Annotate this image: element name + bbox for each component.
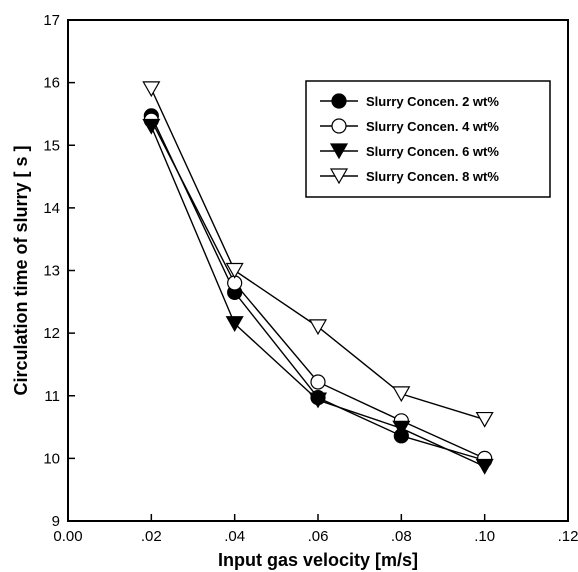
y-tick-label: 13: [43, 263, 60, 280]
x-tick-label: .02: [141, 528, 162, 545]
y-axis-ticks: 9 10 11 12 13 14 15 16 17: [43, 12, 75, 530]
legend-marker: [331, 118, 347, 134]
y-tick-label: 16: [43, 75, 60, 92]
legend-entry: Slurry Concen. 2 wt%: [320, 93, 499, 109]
data-point-series-4: [475, 411, 494, 428]
data-point-series-4: [308, 319, 328, 336]
y-tick-label: 11: [44, 388, 60, 405]
x-axis-ticks: 0.00 .02 .04 .06 .08 .10 .12: [53, 514, 578, 545]
legend-label: Slurry Concen. 6 wt%: [366, 144, 499, 159]
legend-marker: [329, 143, 349, 160]
data-point-series-3: [308, 392, 328, 409]
x-tick-label: .08: [391, 528, 412, 545]
legend-entry: Slurry Concen. 8 wt%: [320, 168, 499, 185]
legend-entry: Slurry Concen. 6 wt%: [320, 143, 499, 160]
legend-entry: Slurry Concen. 4 wt%: [320, 118, 499, 134]
y-axis-title: Circulation time of slurry [ s ]: [11, 145, 31, 395]
y-tick-label: 17: [43, 12, 60, 29]
y-tick-label: 15: [43, 137, 60, 154]
legend-label: Slurry Concen. 4 wt%: [366, 119, 499, 134]
data-point-series-4: [392, 386, 411, 403]
y-tick-label: 9: [52, 513, 60, 530]
legend-label: Slurry Concen. 2 wt%: [366, 94, 499, 109]
data-point-series-3: [225, 316, 244, 332]
data-point-series-4: [225, 262, 244, 279]
data-point-series-3: [392, 420, 411, 437]
x-tick-label: 0.00: [53, 528, 82, 545]
y-tick-label: 12: [43, 325, 60, 342]
y-tick-label: 10: [43, 450, 60, 467]
x-axis-title: Input gas velocity [m/s]: [218, 550, 418, 570]
y-tick-label: 14: [43, 200, 60, 217]
x-tick-label: .06: [308, 528, 329, 545]
plot-area: 0.00 .02 .04 .06 .08 .10 .12 9 10 11 12 13 14 15 16 17: [43, 12, 578, 545]
series-markers: [142, 81, 494, 475]
data-point-series-3: [475, 458, 494, 475]
data-point-series-3: [142, 118, 161, 135]
x-tick-label: .12: [558, 528, 578, 545]
legend-marker: [331, 93, 347, 109]
data-point-series-4: [142, 81, 161, 98]
legend-label: Slurry Concen. 8 wt%: [366, 169, 499, 184]
data-point-series-2: [310, 374, 326, 390]
x-tick-label: .04: [224, 528, 245, 545]
x-tick-label: .10: [474, 528, 495, 545]
legend: Slurry Concen. 2 wt% Slurry Concen. 4 wt%…: [305, 80, 551, 198]
legend-marker: [329, 168, 349, 185]
